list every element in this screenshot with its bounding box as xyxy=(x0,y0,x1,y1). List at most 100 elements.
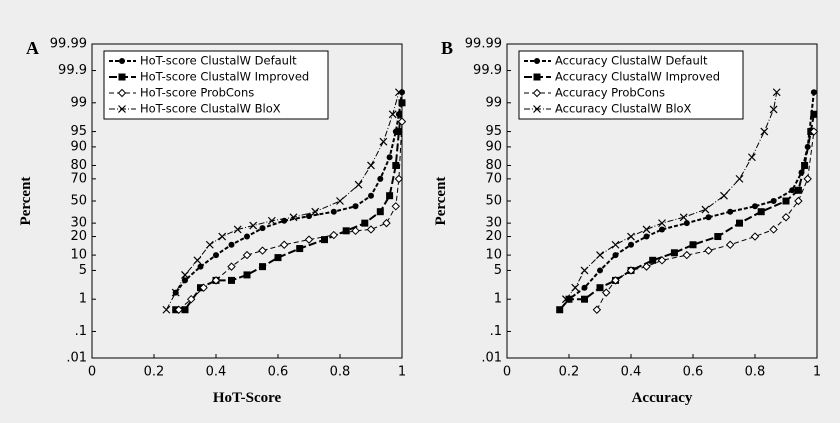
marker xyxy=(379,137,388,146)
legend-label: HoT-score ClustalW Default xyxy=(140,54,297,68)
marker xyxy=(704,246,713,255)
marker xyxy=(233,225,242,234)
marker xyxy=(736,219,743,227)
marker xyxy=(782,197,790,205)
marker xyxy=(596,251,604,260)
marker xyxy=(580,266,589,275)
marker xyxy=(727,208,734,215)
marker xyxy=(391,202,401,211)
y-tick-label: 95 xyxy=(70,124,87,139)
marker xyxy=(803,174,812,184)
series xyxy=(172,89,405,296)
legend-marker xyxy=(117,88,127,98)
legend-label: Accuracy ProbCons xyxy=(555,86,665,100)
series xyxy=(561,88,781,304)
legend-marker xyxy=(118,73,126,81)
marker xyxy=(395,128,403,136)
marker xyxy=(274,254,282,262)
x-tick-label: 0.8 xyxy=(745,365,766,380)
series-line xyxy=(558,114,815,311)
marker xyxy=(701,205,710,214)
x-axis-label: Accuracy xyxy=(632,390,693,406)
marker xyxy=(657,256,667,265)
marker xyxy=(181,306,189,314)
panel-label: A xyxy=(26,38,39,58)
marker xyxy=(735,174,744,183)
marker xyxy=(197,263,204,270)
y-tick-label: 5 xyxy=(79,263,87,278)
marker xyxy=(376,208,384,216)
x-tick-label: 0.8 xyxy=(330,365,351,380)
y-tick-label: .1 xyxy=(75,324,87,339)
series xyxy=(162,88,403,314)
marker xyxy=(781,213,791,222)
series-line xyxy=(174,92,403,294)
series xyxy=(172,99,406,314)
y-tick-label: 30 xyxy=(485,216,502,231)
y-tick-label: 5 xyxy=(494,263,502,278)
marker xyxy=(182,277,188,284)
y-tick-label: 99 xyxy=(70,95,87,110)
marker xyxy=(398,99,406,107)
y-tick-label: 99 xyxy=(485,95,502,110)
y-tick-label: 99.9 xyxy=(473,63,502,78)
x-tick-label: 1 xyxy=(813,365,821,380)
marker xyxy=(571,283,580,292)
marker xyxy=(228,241,235,248)
marker xyxy=(259,263,266,271)
y-tick-label: 10 xyxy=(70,248,87,263)
y-tick-label: 1 xyxy=(494,292,502,307)
marker xyxy=(581,295,588,303)
marker xyxy=(279,240,289,249)
marker xyxy=(211,276,221,285)
marker xyxy=(394,88,403,97)
y-tick-label: 70 xyxy=(70,171,87,186)
marker xyxy=(162,305,171,314)
marker xyxy=(242,250,252,260)
legend-label: HoT-score ProbCons xyxy=(140,86,254,100)
y-tick-label: 50 xyxy=(70,194,87,209)
marker xyxy=(342,227,350,235)
marker xyxy=(628,241,634,248)
marker xyxy=(394,174,404,184)
y-tick-label: 95 xyxy=(485,124,502,139)
x-tick-label: 0.6 xyxy=(683,365,704,380)
y-axis-label: Percent xyxy=(18,177,34,226)
marker xyxy=(772,88,781,97)
y-axis-label: Percent xyxy=(433,177,449,226)
marker xyxy=(386,192,394,200)
marker xyxy=(683,220,690,227)
marker xyxy=(329,230,339,240)
marker xyxy=(174,305,184,314)
marker xyxy=(289,213,298,222)
marker xyxy=(679,213,688,222)
y-tick-label: 80 xyxy=(70,158,87,173)
marker xyxy=(642,262,651,271)
marker xyxy=(386,154,393,161)
marker xyxy=(336,197,344,205)
x-tick-label: 0.4 xyxy=(206,365,227,380)
marker xyxy=(658,219,666,228)
marker xyxy=(682,250,692,260)
y-tick-label: 90 xyxy=(70,139,87,154)
marker xyxy=(243,271,251,279)
y-tick-label: 20 xyxy=(485,229,502,244)
marker xyxy=(747,153,756,162)
x-tick-label: 0.2 xyxy=(559,365,580,380)
marker xyxy=(770,198,777,204)
marker xyxy=(367,161,375,170)
marker xyxy=(809,127,819,136)
y-tick-label: 70 xyxy=(485,171,502,186)
legend-marker xyxy=(533,73,541,81)
y-tick-label: 99.99 xyxy=(465,37,502,52)
series xyxy=(556,110,818,314)
marker xyxy=(720,191,728,200)
marker xyxy=(611,276,620,285)
marker xyxy=(626,266,636,275)
marker xyxy=(351,226,360,236)
marker xyxy=(354,180,363,189)
marker xyxy=(311,207,320,216)
marker xyxy=(643,233,650,240)
y-tick-label: 20 xyxy=(70,229,87,244)
y-tick-label: 10 xyxy=(485,248,502,263)
